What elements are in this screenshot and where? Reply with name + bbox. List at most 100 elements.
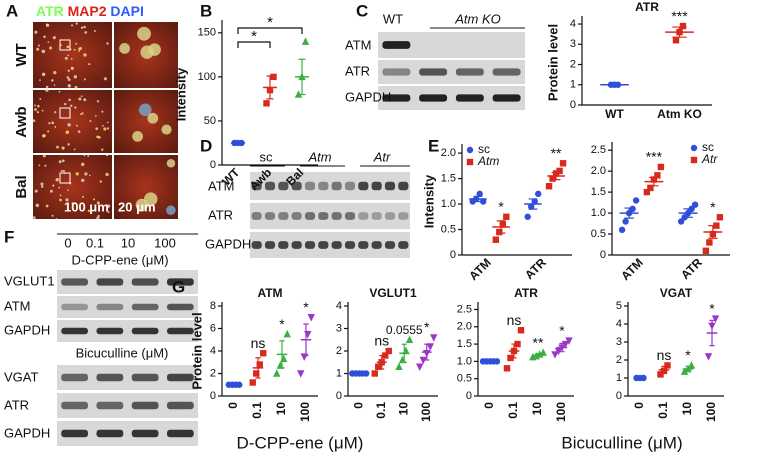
significance: ns (507, 312, 522, 328)
cell (46, 23, 48, 26)
cell (80, 95, 83, 98)
cell (74, 85, 78, 89)
band (166, 303, 194, 311)
legend-marker (466, 146, 474, 154)
chart-title: ATR (635, 0, 659, 14)
blot-row: GAPDH (345, 89, 391, 104)
band (384, 181, 396, 191)
error-bar (559, 342, 565, 353)
cell (70, 24, 74, 27)
stain: / (107, 3, 111, 19)
point (680, 367, 689, 375)
point (549, 175, 556, 182)
stain: MAP2 (68, 3, 107, 19)
panel-label: F (4, 227, 14, 246)
point (385, 347, 392, 355)
y-tick-label: 2.0 (441, 147, 456, 159)
point (426, 343, 434, 351)
x-tick-label: 0.1 (506, 402, 520, 419)
cell (73, 148, 76, 151)
cell (67, 78, 71, 81)
cell (80, 113, 82, 116)
blot-column: WT (383, 11, 403, 26)
y-axis-label: Intensity (421, 174, 436, 228)
cell (93, 30, 96, 32)
error-bar (379, 354, 385, 370)
cell (84, 172, 88, 176)
micrograph-zoom (114, 90, 178, 153)
band (166, 373, 194, 382)
zoom-box (59, 107, 71, 119)
cell (39, 98, 42, 101)
error-bar (683, 208, 693, 218)
error-bar (234, 141, 242, 145)
blot (57, 296, 198, 318)
band (251, 212, 262, 220)
band (264, 212, 276, 220)
bracket (237, 41, 271, 48)
band (291, 181, 302, 191)
point (307, 314, 315, 322)
band (419, 94, 448, 102)
cell (49, 46, 53, 50)
band (96, 278, 124, 286)
cell (78, 97, 82, 101)
band (358, 181, 369, 191)
point (280, 354, 288, 363)
cell (44, 164, 47, 167)
error-bar (473, 195, 483, 203)
point (561, 340, 570, 349)
error-bar (649, 176, 659, 187)
x-tick-label: ATR (522, 255, 549, 282)
band (264, 181, 276, 191)
chart-title: VGAT (660, 286, 693, 300)
significance: * (709, 300, 715, 316)
x-tick-label: 0.1 (250, 402, 264, 419)
cell (105, 172, 109, 177)
scale-bar-label: 100 μm (64, 199, 109, 214)
cell (95, 127, 99, 131)
y-tick-label: 1 (570, 79, 576, 91)
band (304, 241, 316, 249)
x-tick-label: 100 (298, 402, 312, 422)
cell (66, 76, 70, 79)
point (565, 337, 573, 345)
y-tick-label: 2 (210, 367, 216, 379)
panel-label: C (356, 1, 368, 20)
cell (70, 58, 73, 60)
y-tick-label: 0 (466, 390, 472, 402)
band (344, 212, 356, 220)
bracket (237, 27, 303, 34)
band (278, 241, 289, 249)
cell (63, 102, 67, 106)
band (304, 181, 316, 191)
cell (55, 218, 58, 220)
point (545, 183, 553, 190)
error-bar (511, 343, 517, 359)
band (318, 181, 329, 191)
cell (62, 169, 65, 173)
band (371, 181, 382, 191)
y-tick-label: 0 (450, 249, 456, 261)
y-tick-label: 0 (600, 249, 606, 261)
y-axis-label: Protein level (189, 312, 204, 389)
blot-row: VGLUT1 (4, 273, 55, 288)
point (273, 369, 281, 377)
cell (75, 124, 78, 127)
band (131, 429, 159, 438)
cell (61, 159, 65, 163)
cell (75, 42, 78, 45)
cell (67, 189, 69, 191)
y-tick-label: 0 (210, 159, 216, 171)
error-bar (685, 365, 691, 373)
point (480, 198, 487, 205)
cell (47, 41, 50, 43)
x-tick-label: 100 (554, 402, 568, 422)
cell (42, 154, 46, 158)
cell (161, 124, 172, 135)
significance: ** (533, 334, 544, 350)
error-bar (535, 353, 541, 358)
stain: ATR (36, 3, 64, 19)
blot-row: ATR (345, 63, 370, 78)
legend-label: sc (478, 142, 490, 156)
